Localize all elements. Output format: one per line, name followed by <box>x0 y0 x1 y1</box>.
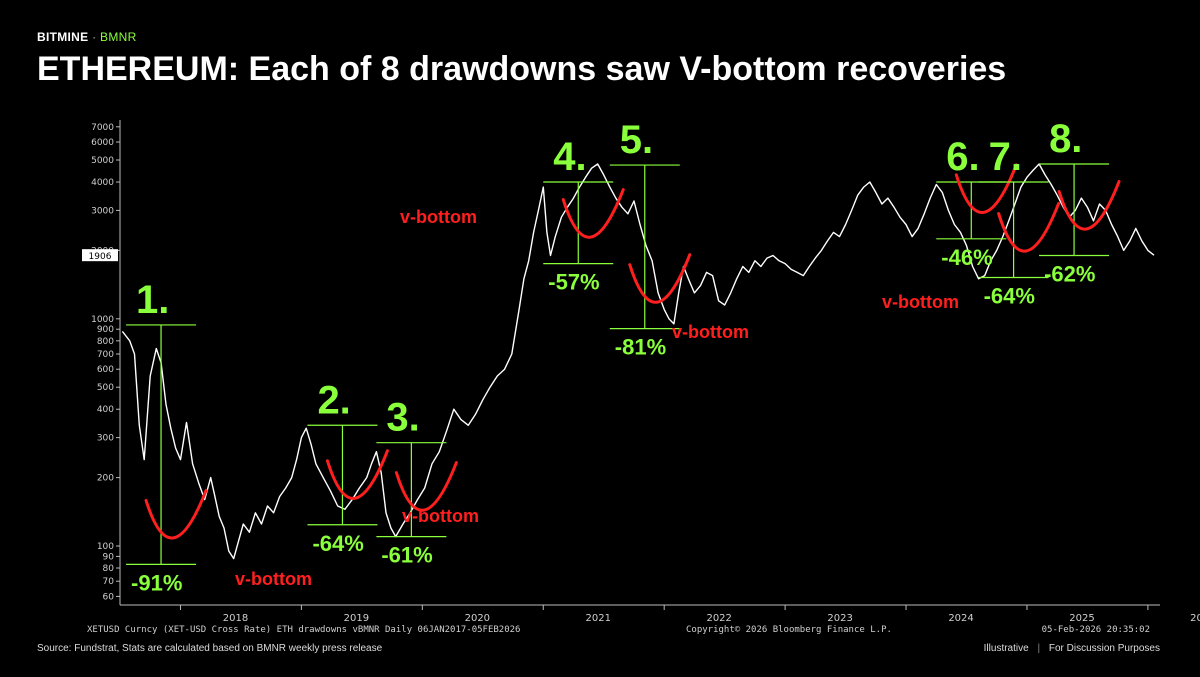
y-tick-label: 700 <box>97 350 114 360</box>
x-tick-label: 2024 <box>948 613 973 624</box>
drawdown-number: 1. <box>136 278 169 322</box>
drawdown-number: 2. <box>317 378 350 422</box>
v-bottom-label: v-bottom <box>400 207 477 227</box>
footer-divider: | <box>1037 643 1041 654</box>
y-tick-label: 70 <box>103 577 115 587</box>
v-bottom-curve <box>394 461 458 512</box>
brand-name: BITMINE <box>37 30 89 44</box>
discussion-label: For Discussion Purposes <box>1048 643 1160 654</box>
y-tick-label: 800 <box>97 337 114 347</box>
drawdown-percent: -81% <box>615 335 666 360</box>
drawdown-number: 6. <box>946 135 979 179</box>
drawdown-percent: -61% <box>381 543 432 568</box>
brand: BITMINE · BMNR <box>37 30 137 44</box>
y-tick-label: 600 <box>97 365 114 375</box>
drawdown-number: 5. <box>620 118 653 162</box>
v-bottom-curve <box>325 449 389 500</box>
v-bottom-label: v-bottom <box>672 322 749 342</box>
x-tick-label: 2021 <box>586 613 611 624</box>
y-tick-label: 1000 <box>91 315 114 325</box>
drawdown-percent: -62% <box>1044 261 1095 286</box>
last-price-label: 1906 <box>89 252 112 262</box>
y-tick-label: 200 <box>97 474 114 484</box>
y-tick-label: 60 <box>103 592 115 602</box>
y-tick-label: 7000 <box>91 123 114 133</box>
brand-separator: · <box>92 30 97 44</box>
v-bottom-label: v-bottom <box>882 292 959 312</box>
y-tick-label: 100 <box>97 542 114 552</box>
drawdown-number: 4. <box>553 135 586 179</box>
x-tick-label: 2019 <box>344 613 369 624</box>
x-tick-label: 2020 <box>465 613 490 624</box>
v-bottom-curve <box>144 488 208 540</box>
v-bottom-curve <box>628 253 692 304</box>
y-tick-label: 500 <box>97 383 114 393</box>
y-tick-label: 4000 <box>91 178 114 188</box>
slide-title: ETHEREUM: Each of 8 drawdowns saw V-bott… <box>37 50 1007 88</box>
y-tick-label: 90 <box>103 552 115 562</box>
last-price-tag <box>82 249 118 262</box>
drawdown-percent: -64% <box>312 531 363 556</box>
y-tick-label: 400 <box>97 405 114 415</box>
v-bottom-label: v-bottom <box>235 569 312 589</box>
x-tick-label: 2018 <box>223 613 248 624</box>
y-tick-label: 80 <box>103 564 115 574</box>
copyright-caption: Copyright© 2026 Bloomberg Finance L.P. <box>686 625 892 635</box>
drawdown-number: 7. <box>989 135 1022 179</box>
drawdown-percent: -46% <box>941 245 992 270</box>
footer-right: Illustrative | For Discussion Purposes <box>984 643 1160 654</box>
drawdown-percent: -57% <box>548 270 599 295</box>
v-bottom-label: v-bottom <box>402 506 479 526</box>
drawdown-percent: -91% <box>131 570 182 595</box>
brand-ticker: BMNR <box>100 30 137 44</box>
v-bottom-curve <box>561 188 625 239</box>
source-note: Source: Fundstrat, Stats are calculated … <box>37 643 383 654</box>
v-bottom-curve <box>1057 179 1121 231</box>
y-tick-label: 5000 <box>91 156 114 166</box>
drawdown-number: 8. <box>1049 117 1082 161</box>
y-tick-label: 300 <box>97 434 114 444</box>
x-tick-label: 2025 <box>1069 613 1094 624</box>
y-tick-label: 6000 <box>91 138 114 148</box>
illustrative-label: Illustrative <box>983 643 1029 654</box>
drawdown-number: 3. <box>386 396 419 440</box>
y-tick-label: 3000 <box>91 206 114 216</box>
y-tick-label: 900 <box>97 325 114 335</box>
eth-price-line <box>121 163 1155 560</box>
drawdown-percent: -64% <box>984 283 1035 308</box>
series-caption: XETUSD Curncy (XET-USD Cross Rate) ETH d… <box>87 625 520 635</box>
x-tick-label: 2022 <box>706 613 731 624</box>
x-tick-label: 2026 <box>1190 613 1200 624</box>
v-bottom-curve <box>997 201 1061 253</box>
timestamp-caption: 05-Feb-2026 20:35:02 <box>1042 625 1150 635</box>
x-tick-label: 2023 <box>827 613 852 624</box>
